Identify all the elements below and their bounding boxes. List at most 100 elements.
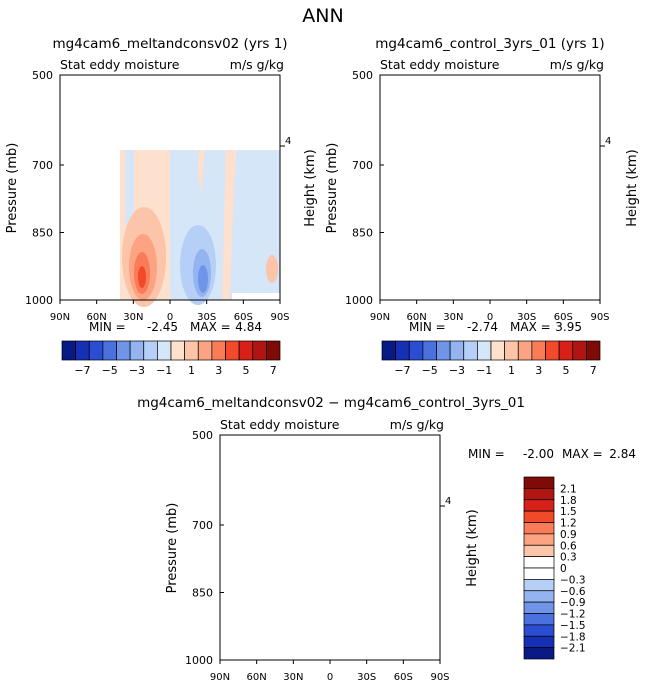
panel-3-min-value: -2.00 — [523, 447, 554, 461]
x-tick-label: 30S — [357, 672, 376, 683]
colorbar-box — [129, 340, 145, 361]
panel-2-colorbar: −7 −5 −3 −1 1 3 5 7 — [381, 340, 601, 377]
panel-3-neg-streak-north-2 — [262, 535, 270, 625]
y-tick-label: 1000 — [185, 654, 213, 667]
colorbar-label: 5 — [242, 364, 249, 377]
panel-1-max-label: MAX = — [190, 320, 231, 334]
colorbar-label: 1.8 — [560, 495, 577, 507]
y-tick-label: 850 — [352, 227, 373, 240]
right-tick-label: 4 — [605, 136, 611, 147]
colorbar-label: 2.1 — [560, 483, 577, 495]
colorbar-box — [523, 601, 555, 614]
panel-2-pos-region-north — [410, 75, 496, 300]
panel-3-heatmap — [220, 435, 442, 675]
colorbar-label: −3 — [129, 364, 145, 377]
y-tick-label: 500 — [32, 69, 53, 82]
y-tick-label: 700 — [192, 519, 213, 532]
colorbar-label: 7 — [590, 364, 597, 377]
colorbar-box — [523, 533, 555, 546]
panel-1-pos-tongue-north — [198, 150, 205, 195]
panel-1: mg4cam6_meltandconsv02 (yrs 1) Stat eddy… — [5, 36, 318, 377]
colorbar-box — [517, 340, 533, 361]
panel-3-missing-bottom-left — [220, 653, 234, 660]
panel-3-pos-core-2 — [282, 563, 322, 667]
right-tick-label: 4 — [445, 496, 451, 507]
colorbar-box — [504, 340, 519, 361]
panel-3-pos-south-core-2 — [350, 629, 358, 649]
x-tick-label: 0 — [487, 312, 493, 323]
colorbar-box — [395, 340, 410, 361]
colorbar-box — [490, 340, 505, 361]
y-tick-label: 700 — [352, 159, 373, 172]
panel-3-pos-core-3 — [288, 582, 316, 658]
x-tick-label: 60S — [554, 312, 573, 323]
panel-3-background — [220, 435, 440, 660]
x-tick-label: 90N — [50, 312, 70, 323]
colorbar-box — [558, 340, 574, 361]
x-tick-label: 0 — [167, 312, 173, 323]
x-tick-label: 60S — [394, 672, 413, 683]
panel-3-pos-core-5 — [295, 606, 309, 644]
x-tick-label: 30N — [283, 672, 303, 683]
panel-3-max-label: MAX = — [562, 447, 603, 461]
panel-1-ylabel: Pressure (mb) — [5, 143, 20, 234]
panel-1-pos-south-edge — [266, 255, 278, 283]
panel-1-ylabel-right: Height (km) — [303, 149, 318, 226]
colorbar-box — [523, 522, 555, 535]
panel-1-neg-core-3 — [198, 265, 208, 293]
panel-2-pos-stripe-south — [562, 75, 570, 225]
x-tick-label: 30S — [197, 312, 216, 323]
colorbar-box — [266, 340, 281, 361]
colorbar-label: −2.1 — [560, 643, 586, 655]
colorbar-box — [523, 499, 555, 512]
panel-1-min-label: MIN = — [89, 320, 126, 334]
y-tick-label: 850 — [192, 587, 213, 600]
panel-3: mg4cam6_meltandconsv02 − mg4cam6_control… — [137, 395, 636, 683]
panel-1-pos-core-4 — [138, 266, 146, 288]
colorbar-box — [523, 544, 555, 557]
x-tick-label: 30S — [517, 312, 536, 323]
colorbar-label: 1.5 — [560, 506, 577, 518]
colorbar-box — [408, 340, 424, 361]
colorbar-label: 1.2 — [560, 518, 577, 530]
panel-2-ylabel-right: Height (km) — [625, 149, 640, 226]
panel-2-neg-core-2 — [510, 238, 534, 302]
colorbar-box — [531, 340, 546, 361]
colorbar-box — [238, 340, 254, 361]
colorbar-label: −1 — [156, 364, 172, 377]
panel-3-x-tick-labels: 90N 60N 30N 0 30S 60S 90S — [210, 660, 450, 683]
colorbar-label: −0.9 — [560, 597, 586, 609]
panel-3-min-label: MIN = — [468, 447, 505, 461]
x-tick-label: 60N — [247, 672, 267, 683]
colorbar-label: −7 — [394, 364, 410, 377]
panel-3-zero-band-2 — [386, 435, 394, 660]
colorbar-box — [197, 340, 213, 361]
y-tick-label: 700 — [32, 159, 53, 172]
colorbar-label: 3 — [215, 364, 222, 377]
panel-2-max-value: 3.95 — [555, 320, 582, 334]
panel-3-subtitle-right: m/s g/kg — [390, 417, 444, 432]
panel-1-colorbar: −7 −5 −3 −1 1 3 5 7 — [61, 340, 281, 377]
colorbar-label: −0.6 — [560, 586, 586, 598]
panel-2-subtitle-left: Stat eddy moisture — [380, 57, 500, 72]
panel-3-neg-band-south — [405, 435, 415, 660]
x-tick-label: 60N — [407, 312, 427, 323]
colorbar-label: −0.3 — [560, 574, 586, 586]
colorbar-box — [116, 340, 131, 361]
colorbar-box — [61, 340, 76, 361]
colorbar-box — [477, 340, 492, 361]
colorbar-box — [523, 624, 555, 637]
panel-3-pos-south-core-1 — [346, 615, 362, 655]
panel-3-max-value: 2.84 — [609, 447, 636, 461]
page-title: ANN — [302, 5, 343, 27]
panel-3-pos-core-1 — [274, 535, 330, 675]
y-tick-label: 850 — [32, 227, 53, 240]
x-tick-label: 90S — [590, 312, 609, 323]
panel-1-pos-tongue-south — [222, 150, 237, 300]
panel-1-y-tick-labels: 500 700 850 1000 — [25, 69, 64, 307]
panel-3-ylabel-right: Height (km) — [465, 509, 480, 586]
colorbar-box — [572, 340, 587, 361]
colorbar-label: 0 — [560, 563, 567, 575]
colorbar-label: 0.3 — [560, 552, 577, 564]
